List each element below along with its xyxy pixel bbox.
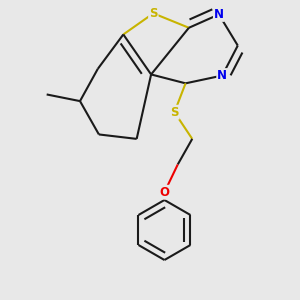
Text: O: O xyxy=(159,186,170,199)
Text: N: N xyxy=(214,8,224,21)
Text: S: S xyxy=(170,106,179,119)
Text: S: S xyxy=(149,7,158,20)
Text: N: N xyxy=(217,69,227,82)
